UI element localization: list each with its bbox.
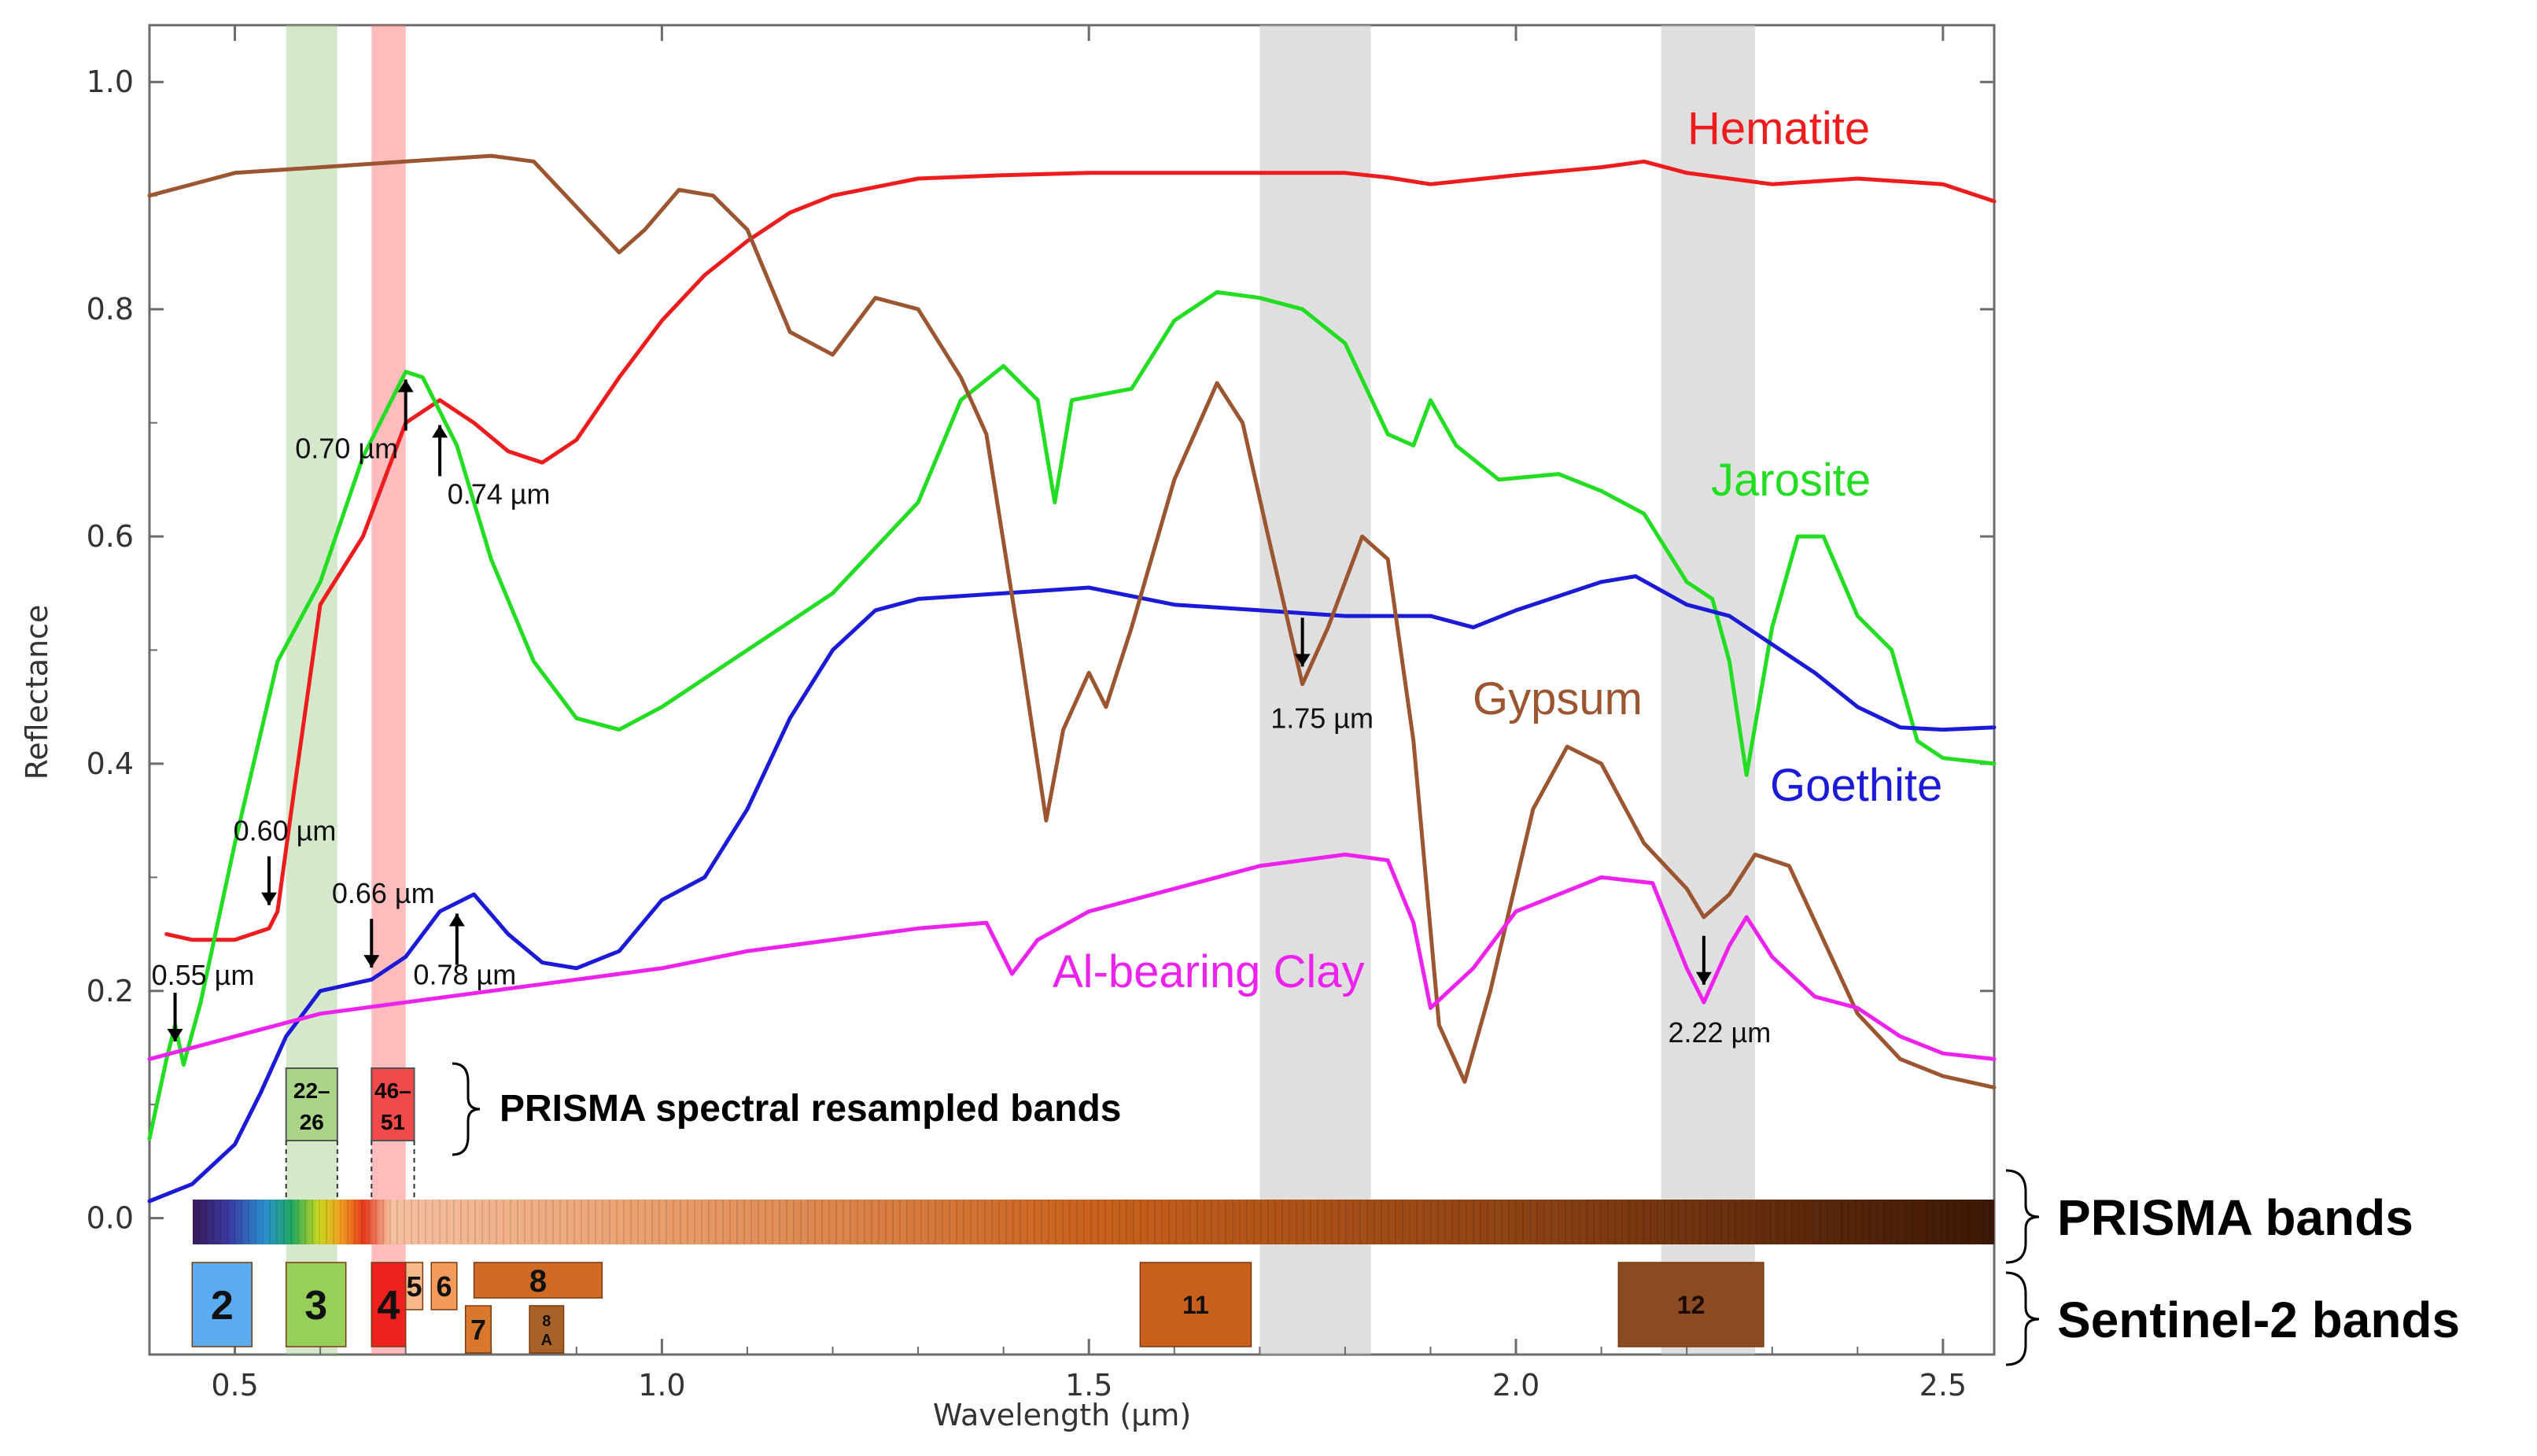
sentinel-band-label: 11 <box>1182 1291 1209 1319</box>
y-tick-label: 0.0 <box>87 1201 134 1236</box>
sentinel-band-box <box>371 1262 407 1347</box>
highlight-swir2-band <box>1661 25 1756 1355</box>
sentinel-band-box <box>285 1262 347 1347</box>
highlight-red-band <box>371 25 406 1355</box>
series-label-goethite: Goethite <box>1770 760 1942 811</box>
sentinel-band-label: 8 <box>542 1313 551 1330</box>
sentinel-band-label: A <box>541 1332 552 1349</box>
prisma-resampled-label: PRISMA spectral resampled bands <box>500 1088 1121 1130</box>
annotation-arrow-head <box>260 892 277 905</box>
annotation-arrow-head <box>1695 971 1712 985</box>
series-line-hematite <box>164 159 1997 942</box>
sentinel-band-box <box>1617 1262 1764 1347</box>
x-tick-label: 2.5 <box>1919 1368 1967 1403</box>
sentinel-2-bands: 2 3 4 5 67 8 8 A 11 12 <box>191 1262 1764 1354</box>
y-axis: 0.0 0.2 0.4 0.6 0.8 1.0 <box>87 65 1994 1236</box>
resampled-brace <box>452 1062 481 1156</box>
resampled-band-label: 26 <box>300 1110 324 1134</box>
prisma-resampled-bands: 22– 26 46– 51 <box>285 1067 415 1200</box>
resampled-band-label: 46– <box>374 1078 411 1103</box>
series-line-al-bearing-clay <box>147 852 1997 1061</box>
sentinel-band-box <box>430 1262 458 1310</box>
x-tick-label: 0.5 <box>211 1368 258 1403</box>
y-axis-title: Reflectance <box>20 605 54 780</box>
annotation-label: 1.75 µm <box>1270 702 1374 734</box>
series-line-jarosite <box>147 289 1997 1141</box>
annotation-label: 0.70 µm <box>295 433 398 465</box>
annotation-arrow-head <box>167 1029 183 1041</box>
series-line-gypsum <box>147 153 1997 1090</box>
annotation-label: 0.66 µm <box>332 877 435 909</box>
sentinel-band-box <box>464 1305 492 1354</box>
y-tick-label: 0.8 <box>87 292 134 326</box>
wavelength-annotations: 0.55 µm 0.60 µm 0.66 µm 0.70 µm 0.74 µm 0.78 … <box>152 379 1771 1049</box>
sentinel-band-label: 8 <box>529 1264 547 1299</box>
y-tick-label: 1.0 <box>87 65 134 99</box>
sentinel-band-box <box>404 1262 424 1310</box>
sentinel-band-label: 2 <box>211 1283 234 1329</box>
sentinel-band-box <box>529 1305 565 1354</box>
x-tick-label: 1.5 <box>1065 1368 1112 1403</box>
prisma-bands-strip-lines <box>193 1200 1994 1244</box>
annotation-arrow-head <box>432 425 448 438</box>
annotation-arrow-head <box>448 913 465 927</box>
y-tick-label: 0.4 <box>87 746 134 781</box>
annotation-label: 0.78 µm <box>413 958 516 990</box>
series-line-goethite <box>147 574 1997 1204</box>
sentinel-bands-label: Sentinel-2 bands <box>2057 1292 2460 1348</box>
annotation-label: 2.22 µm <box>1668 1016 1771 1049</box>
annotation-label: 0.74 µm <box>448 477 551 510</box>
plot-frame <box>148 24 1996 1356</box>
resampled-band-label: 22– <box>293 1078 330 1103</box>
series-label-jarosite: Jarosite <box>1711 455 1871 506</box>
annotation-arrow-head <box>397 379 414 393</box>
sentinel-band-label: 4 <box>378 1283 400 1329</box>
series-label-hematite: Hematite <box>1687 103 1870 154</box>
annotation-label: 0.60 µm <box>234 815 337 847</box>
annotation-arrow-head <box>1294 654 1311 667</box>
sentinel-band-label: 6 <box>437 1270 452 1303</box>
x-tick-label: 2.0 <box>1492 1368 1540 1403</box>
sentinel-band-label: 5 <box>407 1270 422 1303</box>
series-label-al-bearing-clay: Al-bearing Clay <box>1053 946 1365 997</box>
sentinel-bands-brace <box>2005 1271 2040 1366</box>
sentinel-band-label: 12 <box>1677 1291 1705 1319</box>
sentinel-band-label: 7 <box>470 1314 486 1346</box>
x-axis-title: Wavelength (μm) <box>933 1398 1191 1432</box>
spectra-series <box>147 153 1997 1204</box>
prisma-bands-label: PRISMA bands <box>2057 1189 2413 1246</box>
y-tick-label: 0.2 <box>87 974 134 1008</box>
resampled-band-box <box>371 1067 415 1141</box>
x-axis: 0.5 1.0 1.5 2.0 2.5 <box>211 25 1967 1403</box>
sentinel-band-label: 3 <box>304 1283 327 1329</box>
y-tick-label: 0.6 <box>87 519 134 554</box>
series-label-gypsum: Gypsum <box>1473 673 1643 724</box>
annotation-arrow-head <box>363 955 380 968</box>
sentinel-band-box <box>473 1262 603 1299</box>
annotation-label: 0.55 µm <box>152 959 255 991</box>
resampled-band-label: 51 <box>381 1110 405 1134</box>
sentinel-band-box <box>191 1262 253 1347</box>
x-tick-label: 1.0 <box>638 1368 685 1403</box>
sentinel-band-box <box>1139 1262 1252 1347</box>
highlight-green-band <box>286 25 337 1355</box>
highlight-swir1-band <box>1259 25 1371 1355</box>
resampled-band-box <box>285 1067 338 1141</box>
prisma-bands-brace <box>2005 1169 2040 1264</box>
